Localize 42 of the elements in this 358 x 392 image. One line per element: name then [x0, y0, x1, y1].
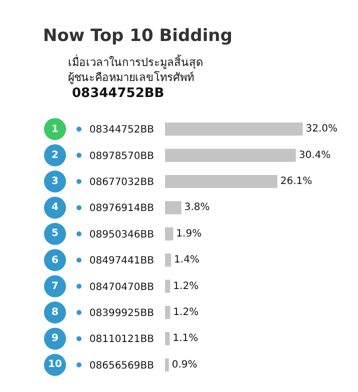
- y-tick-label: 08950346BB: [89, 229, 154, 240]
- y-tick-label: 08110121BB: [89, 334, 154, 346]
- text: 8: [52, 307, 58, 318]
- chart-subtitle: เมื่อเวลาในการประมูลสิ้นสุด ผู้ชนะคือหมายเลขโทรศัพท์: [68, 55, 203, 85]
- text: 5: [52, 228, 58, 239]
- bar: [165, 122, 303, 136]
- y-tick-label: 08344752BB: [89, 124, 154, 136]
- bar: [165, 332, 170, 346]
- data-label: 32.0%: [306, 124, 338, 135]
- text: 4: [52, 202, 58, 213]
- bar: [165, 174, 278, 188]
- text: 2: [52, 150, 58, 161]
- text: 3: [52, 176, 58, 187]
- y-tick-label: 08976914BB: [89, 203, 154, 214]
- y-tick-label: 08656569BB: [89, 360, 154, 372]
- bar: [165, 148, 296, 162]
- chart-title: Now Top 10 Bidding: [43, 26, 232, 46]
- data-label: 1.2%: [173, 307, 199, 318]
- y-tick-label: 08399925BB: [89, 308, 154, 319]
- text: 1: [52, 124, 58, 135]
- y-tick-label: 08978570BB: [89, 150, 154, 162]
- y-tick-label: 08497441BB: [89, 256, 154, 267]
- text: 7: [52, 281, 58, 292]
- data-label: 1.9%: [176, 228, 202, 240]
- bar: [165, 227, 174, 240]
- data-label: 3.8%: [184, 202, 210, 214]
- y-tick-label: 08677032BB: [89, 177, 154, 188]
- text: 9: [52, 333, 58, 344]
- bar: [165, 254, 172, 267]
- bar: [165, 358, 169, 372]
- y-tick-label: 08470470BB: [89, 282, 154, 293]
- bar: [165, 280, 170, 293]
- bar: [165, 201, 182, 214]
- text: 6: [52, 255, 58, 266]
- bar: [165, 306, 170, 320]
- text: 10: [48, 359, 62, 370]
- data-label: 0.9%: [172, 359, 198, 370]
- data-label: 1.1%: [172, 333, 198, 344]
- data-label: 1.4%: [174, 254, 200, 266]
- data-label: 30.4%: [298, 150, 331, 161]
- data-label: 1.2%: [173, 280, 199, 292]
- data-label: 26.1%: [280, 176, 312, 187]
